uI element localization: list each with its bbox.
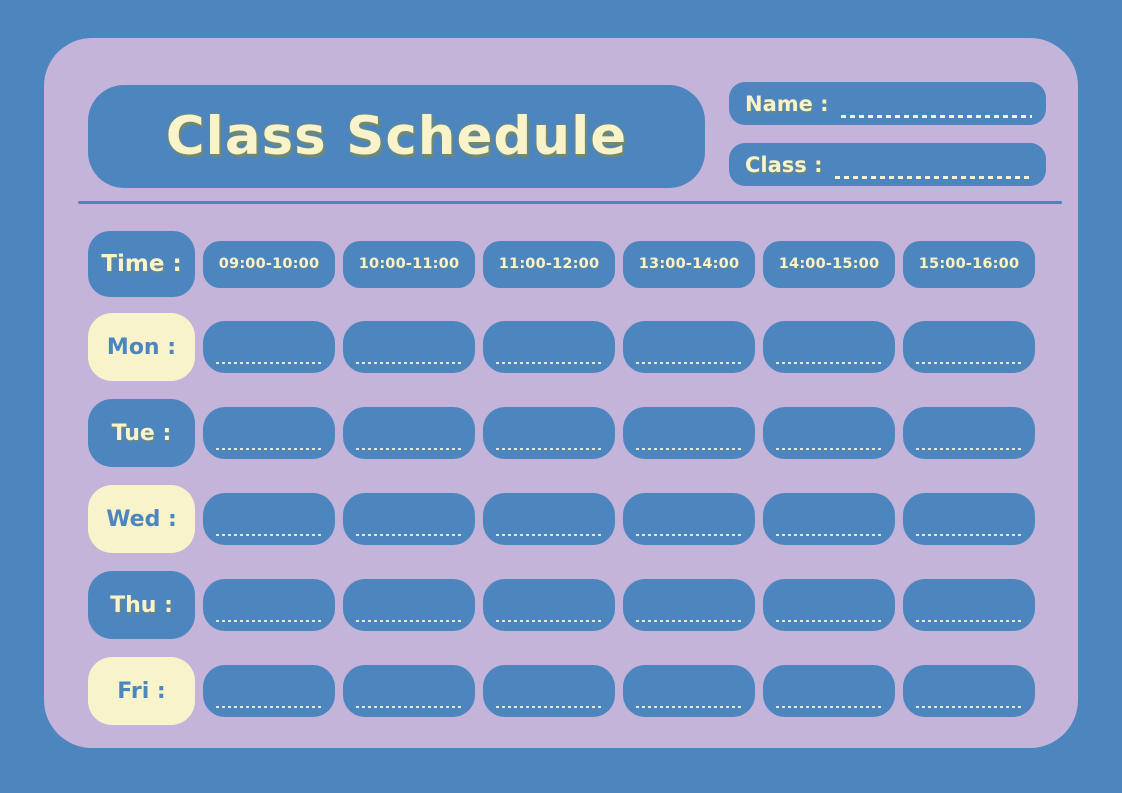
name-field-box: Name :	[729, 82, 1046, 125]
day-label-tue: Tue :	[88, 399, 195, 467]
cell-dash-line	[916, 362, 1022, 364]
schedule-cell-thu-3[interactable]	[483, 579, 615, 631]
schedule-cell-wed-4[interactable]	[623, 493, 755, 545]
schedule-cell-mon-3[interactable]	[483, 321, 615, 373]
cell-dash-line	[916, 706, 1022, 708]
name-field-label: Name :	[745, 91, 829, 116]
schedule-cell-thu-1[interactable]	[203, 579, 335, 631]
schedule-cell-mon-1[interactable]	[203, 321, 335, 373]
cell-dash-line	[636, 534, 742, 536]
schedule-cell-tue-4[interactable]	[623, 407, 755, 459]
cell-dash-line	[496, 706, 602, 708]
cell-dash-line	[496, 448, 602, 450]
cell-dash-line	[216, 534, 322, 536]
schedule-cell-tue-5[interactable]	[763, 407, 895, 459]
cell-dash-line	[356, 448, 462, 450]
cell-dash-line	[776, 706, 882, 708]
time-label: Time :	[88, 231, 195, 297]
cell-dash-line	[916, 620, 1022, 622]
schedule-cell-fri-1[interactable]	[203, 665, 335, 717]
header-divider	[78, 201, 1062, 204]
cell-dash-line	[776, 620, 882, 622]
cell-dash-line	[356, 706, 462, 708]
cell-dash-line	[496, 620, 602, 622]
schedule-grid: Time : 09:00-10:00 10:00-11:00 11:00-12:…	[88, 231, 1079, 725]
schedule-cell-wed-5[interactable]	[763, 493, 895, 545]
schedule-cell-mon-6[interactable]	[903, 321, 1035, 373]
cell-dash-line	[216, 448, 322, 450]
schedule-cell-thu-6[interactable]	[903, 579, 1035, 631]
class-field-label: Class :	[745, 152, 823, 177]
schedule-cell-wed-6[interactable]	[903, 493, 1035, 545]
cell-dash-line	[216, 362, 322, 364]
cell-dash-line	[636, 448, 742, 450]
cell-dash-line	[356, 534, 462, 536]
cell-dash-line	[776, 448, 882, 450]
cell-dash-line	[636, 620, 742, 622]
cell-dash-line	[356, 620, 462, 622]
row-wednesday: Wed :	[88, 485, 1079, 553]
schedule-cell-thu-2[interactable]	[343, 579, 475, 631]
row-monday: Mon :	[88, 313, 1079, 381]
cell-dash-line	[356, 362, 462, 364]
schedule-cell-wed-3[interactable]	[483, 493, 615, 545]
cell-dash-line	[496, 362, 602, 364]
schedule-cell-tue-1[interactable]	[203, 407, 335, 459]
time-header-row: Time : 09:00-10:00 10:00-11:00 11:00-12:…	[88, 231, 1079, 297]
cell-dash-line	[776, 534, 882, 536]
day-label-wed: Wed :	[88, 485, 195, 553]
schedule-cell-tue-6[interactable]	[903, 407, 1035, 459]
time-slot-0900-1000: 09:00-10:00	[203, 240, 335, 288]
cell-dash-line	[776, 362, 882, 364]
cell-dash-line	[216, 620, 322, 622]
schedule-cell-tue-3[interactable]	[483, 407, 615, 459]
cell-dash-line	[216, 706, 322, 708]
schedule-cell-fri-4[interactable]	[623, 665, 755, 717]
schedule-cell-thu-5[interactable]	[763, 579, 895, 631]
cell-dash-line	[916, 448, 1022, 450]
day-label-mon: Mon :	[88, 313, 195, 381]
schedule-panel: Class Schedule Name : Class : Time : 09:…	[44, 38, 1078, 748]
schedule-cell-tue-2[interactable]	[343, 407, 475, 459]
row-tuesday: Tue :	[88, 399, 1079, 467]
cell-dash-line	[636, 706, 742, 708]
schedule-cell-mon-2[interactable]	[343, 321, 475, 373]
cell-dash-line	[916, 534, 1022, 536]
schedule-cell-thu-4[interactable]	[623, 579, 755, 631]
schedule-cell-mon-4[interactable]	[623, 321, 755, 373]
title-box: Class Schedule	[88, 85, 705, 188]
schedule-cell-mon-5[interactable]	[763, 321, 895, 373]
time-slot-1100-1200: 11:00-12:00	[483, 240, 615, 288]
row-thursday: Thu :	[88, 571, 1079, 639]
time-slot-1000-1100: 10:00-11:00	[343, 240, 475, 288]
schedule-cell-fri-6[interactable]	[903, 665, 1035, 717]
cell-dash-line	[496, 534, 602, 536]
schedule-cell-fri-2[interactable]	[343, 665, 475, 717]
time-slot-1500-1600: 15:00-16:00	[903, 240, 1035, 288]
name-input-line[interactable]	[840, 115, 1032, 118]
cell-dash-line	[636, 362, 742, 364]
time-slot-1300-1400: 13:00-14:00	[623, 240, 755, 288]
schedule-cell-wed-1[interactable]	[203, 493, 335, 545]
schedule-cell-wed-2[interactable]	[343, 493, 475, 545]
day-label-fri: Fri :	[88, 657, 195, 725]
day-label-thu: Thu :	[88, 571, 195, 639]
class-field-box: Class :	[729, 143, 1046, 186]
schedule-cell-fri-5[interactable]	[763, 665, 895, 717]
class-input-line[interactable]	[834, 176, 1032, 179]
time-slot-1400-1500: 14:00-15:00	[763, 240, 895, 288]
page-title: Class Schedule	[165, 106, 628, 167]
row-friday: Fri :	[88, 657, 1079, 725]
schedule-cell-fri-3[interactable]	[483, 665, 615, 717]
